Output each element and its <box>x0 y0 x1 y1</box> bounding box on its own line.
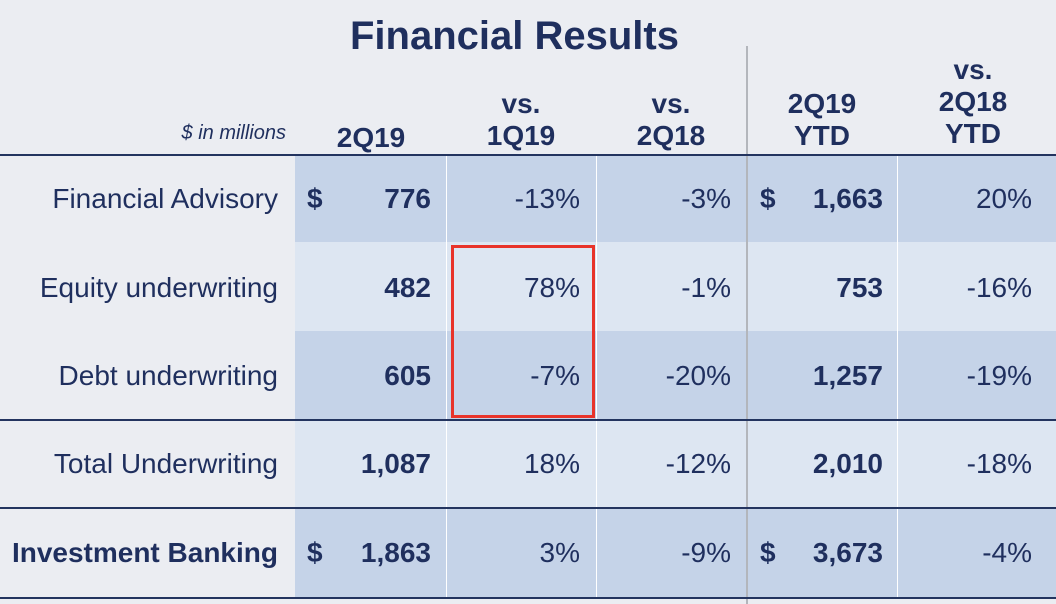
cell-2q19-ytd: 3,673 <box>812 537 883 568</box>
column-divider <box>446 156 447 597</box>
col-header-vs-1q19: vs. 1Q19 <box>486 88 556 151</box>
cell-2q19: 1,087 <box>360 448 431 479</box>
total-rule <box>0 507 1056 509</box>
cell-vs-2q18: -12% <box>665 448 731 479</box>
row-label-debt-underwriting: Debt underwriting <box>58 360 278 391</box>
ytd-divider <box>746 46 748 604</box>
subtotal-rule <box>0 419 1056 421</box>
cell-vs-2q18: -9% <box>681 537 731 568</box>
highlight-box <box>451 245 595 418</box>
row-band-investment-banking <box>295 509 1056 597</box>
cell-2q19: 776 <box>384 183 431 214</box>
cell-vs-2q18-ytd: -4% <box>982 537 1032 568</box>
column-divider <box>596 156 597 597</box>
cell-vs-1q19: 18% <box>523 448 580 479</box>
row-band-equity-underwriting <box>295 242 1056 331</box>
row-label-financial-advisory: Financial Advisory <box>52 183 278 214</box>
row-band-financial-advisory <box>295 156 1056 242</box>
cell-vs-2q18-ytd: -16% <box>966 272 1032 303</box>
units-label: $ in millions <box>181 122 286 144</box>
cell-vs-1q19: 3% <box>539 537 580 568</box>
cell-2q19-ytd: 753 <box>836 272 883 303</box>
col-header-vs-2q18: vs. 2Q18 <box>636 88 706 151</box>
col-header-vs-2q18-ytd: vs. 2Q18 YTD <box>938 54 1008 149</box>
row-label-equity-underwriting: Equity underwriting <box>39 272 278 303</box>
cell-vs-2q18-ytd: -18% <box>966 448 1032 479</box>
cell-2q19: 605 <box>384 360 431 391</box>
cell-vs-2q18-ytd: -19% <box>966 360 1032 391</box>
cell-2q19-ytd: 1,663 <box>812 183 883 214</box>
cell-2q19: 1,863 <box>360 537 431 568</box>
bottom-rule <box>0 597 1056 599</box>
cell-vs-2q18-ytd: 20% <box>975 183 1032 214</box>
dollar-sign: $ <box>760 537 776 568</box>
cell-vs-2q18: -3% <box>681 183 731 214</box>
dollar-sign: $ <box>307 537 323 568</box>
cell-vs-1q19: -7% <box>530 360 580 391</box>
cell-2q19: 482 <box>384 272 431 303</box>
header-rule <box>0 154 1056 156</box>
cell-vs-2q18: -20% <box>665 360 731 391</box>
cell-vs-1q19: -13% <box>514 183 580 214</box>
row-label-total-underwriting: Total Underwriting <box>53 448 278 479</box>
column-divider <box>897 156 898 597</box>
cell-vs-1q19: 78% <box>523 272 580 303</box>
cell-2q19-ytd: 1,257 <box>812 360 883 391</box>
col-header-2q19-ytd: 2Q19 YTD <box>787 88 857 151</box>
dollar-sign: $ <box>760 183 776 214</box>
dollar-sign: $ <box>307 183 323 214</box>
cell-2q19-ytd: 2,010 <box>812 448 883 479</box>
row-band-debt-underwriting <box>295 331 1056 419</box>
row-band-total-underwriting <box>295 421 1056 507</box>
cell-vs-2q18: -1% <box>681 272 731 303</box>
col-header-2q19: 2Q19 <box>336 122 406 153</box>
row-label-investment-banking: Investment Banking <box>11 537 278 568</box>
